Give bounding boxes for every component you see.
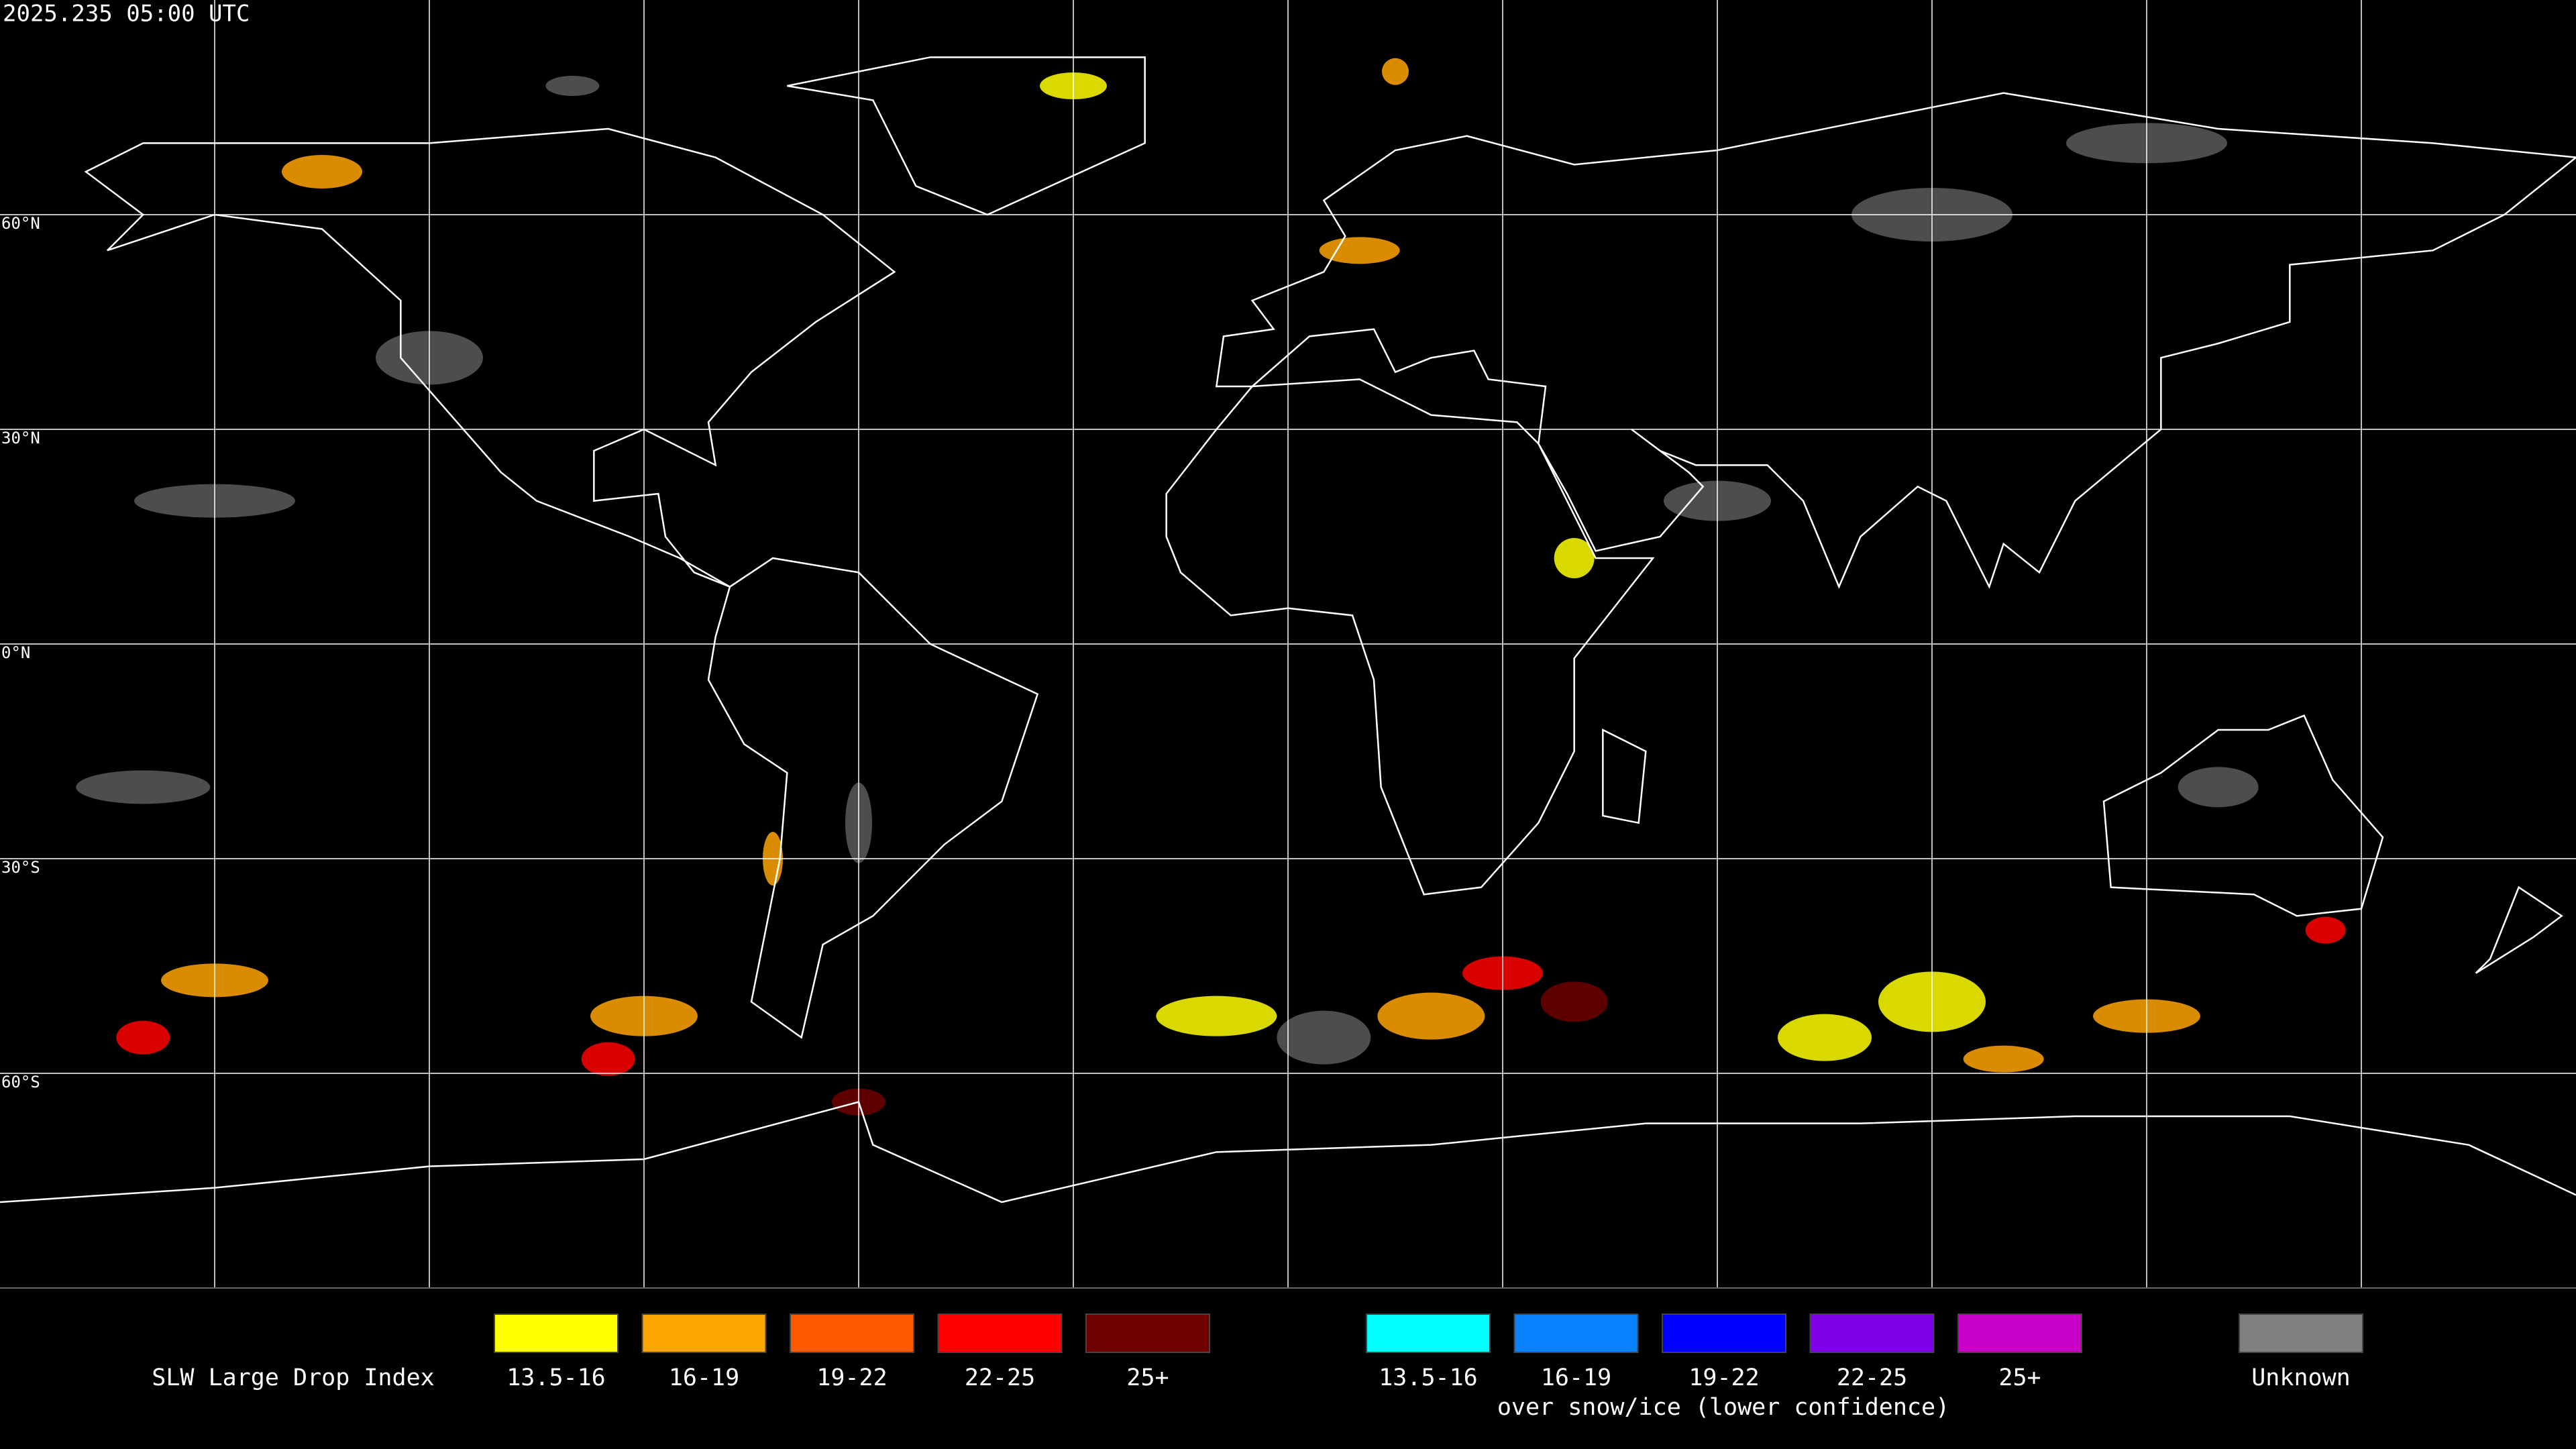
unknown-patch — [76, 770, 211, 804]
cloud-patches — [76, 58, 2346, 1116]
unknown-patch — [1277, 1010, 1371, 1065]
legend-label: Unknown — [2251, 1364, 2351, 1391]
legend-label: 19-22 — [816, 1364, 887, 1391]
sld-patch — [1778, 1014, 1872, 1061]
sld-patch — [116, 1020, 170, 1055]
sld-patch — [1377, 992, 1485, 1040]
coastline — [1602, 728, 1647, 824]
legend-swatch — [790, 1313, 914, 1353]
legend-label: 13.5-16 — [1379, 1364, 1478, 1391]
antarctic-coast — [0, 1101, 2576, 1203]
sld-patch — [1156, 996, 1277, 1036]
coastline — [707, 557, 1039, 1039]
latitude-label: 30°N — [1, 429, 40, 447]
legend-label: 22-25 — [965, 1364, 1035, 1391]
unknown-patch — [2178, 767, 2259, 808]
latitude-label: 0°N — [1, 643, 30, 662]
sld-patch — [1319, 237, 1400, 264]
sld-patch — [1540, 981, 1608, 1022]
legend-swatch — [937, 1313, 1063, 1353]
legend-swatch — [1809, 1313, 1935, 1353]
legend-note: over snow/ice (lower confidence) — [1497, 1394, 1949, 1421]
legend-swatch — [1085, 1313, 1210, 1353]
legend-swatch — [641, 1313, 767, 1353]
legend-swatch — [1662, 1313, 1786, 1353]
timestamp: 2025.235 05:00 UTC — [3, 1, 250, 28]
legend-swatch — [1957, 1313, 2082, 1353]
sld-patch — [1554, 538, 1595, 578]
legend-swatch — [2239, 1313, 2363, 1353]
legend-swatch — [494, 1313, 619, 1353]
coastline — [787, 56, 1146, 216]
latitude-label: 60°N — [1, 214, 40, 233]
legend-swatch — [1513, 1313, 1639, 1353]
legend-label: 25+ — [1126, 1364, 1169, 1391]
sld-patch — [282, 155, 362, 189]
coastline — [2102, 714, 2384, 917]
latitude-label: 60°S — [1, 1073, 40, 1091]
coastline — [84, 127, 896, 588]
legend-label: 22-25 — [1837, 1364, 1907, 1391]
sld-patch — [1382, 58, 1409, 85]
graticule — [0, 0, 2576, 1288]
legend-label: 19-22 — [1688, 1364, 1759, 1391]
latitude-label: 30°S — [1, 858, 40, 877]
legend-label: 13.5-16 — [506, 1364, 606, 1391]
coastline — [1165, 378, 1655, 896]
unknown-patch — [545, 76, 600, 96]
sld-patch — [581, 1042, 635, 1076]
coastline — [2475, 885, 2563, 974]
legend-title: SLW Large Drop Index — [152, 1364, 434, 1391]
legend-swatch — [1366, 1313, 1491, 1353]
legend-label: 16-19 — [1541, 1364, 1611, 1391]
latitude-labels: 60°N 30°N 0°N 30°S 60°S — [1, 214, 40, 1091]
legend-label: 16-19 — [669, 1364, 739, 1391]
legend-label: 25+ — [1998, 1364, 2041, 1391]
sld-patch — [2305, 916, 2346, 944]
sld-patch — [1963, 1045, 2044, 1073]
legend: SLW Large Drop Index over snow/ice (lowe… — [152, 1313, 2363, 1421]
